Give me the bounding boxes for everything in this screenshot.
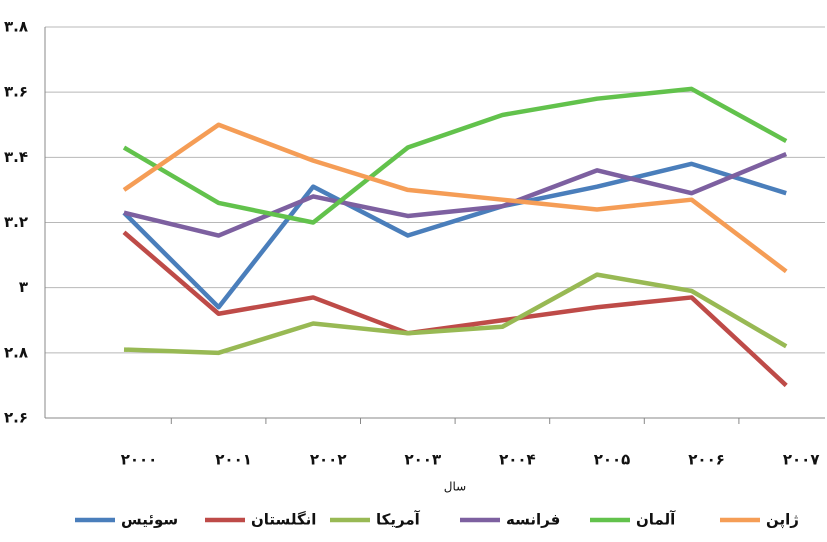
y-tick-label: ۳.۶: [4, 83, 28, 101]
series-line: [122, 122, 788, 274]
x-tick-label: ۲۰۰۱: [215, 451, 252, 469]
legend-label: ژاپن: [766, 511, 799, 530]
y-tick-label: ۳.۸: [4, 18, 28, 36]
series-line: [122, 86, 788, 225]
y-tick-label: ۲.۶: [4, 409, 28, 427]
x-tick-label: ۲۰۰۴: [499, 451, 536, 469]
legend-label: فرانسه: [506, 511, 560, 529]
series-line: [123, 151, 788, 238]
series-line: [122, 230, 788, 388]
y-tick-label: ۲.۸: [4, 343, 28, 361]
legend-label: انگلستان: [251, 511, 316, 529]
x-tick-label: ۲۰۰۲: [310, 451, 347, 469]
y-tick-label: ۳.۴: [4, 148, 28, 166]
x-tick-label: ۲۰۰۰: [121, 451, 158, 469]
x-tick-label: ۲۰۰۶: [688, 451, 725, 469]
legend-label: آمریکا: [376, 511, 421, 529]
y-tick-label: ۳.۲: [4, 213, 28, 231]
series-line: [122, 161, 787, 310]
x-tick-label: ۲۰۰۵: [594, 451, 631, 469]
x-tick-label: ۲۰۰۳: [404, 451, 441, 469]
legend-label: آلمان: [636, 511, 676, 529]
x-axis-label: سال: [444, 480, 466, 494]
x-tick-label: ۲۰۰۷: [783, 451, 820, 469]
series-line: [123, 272, 788, 356]
y-tick-label: ۳: [19, 278, 28, 296]
legend-label: سوئیس: [121, 511, 178, 529]
